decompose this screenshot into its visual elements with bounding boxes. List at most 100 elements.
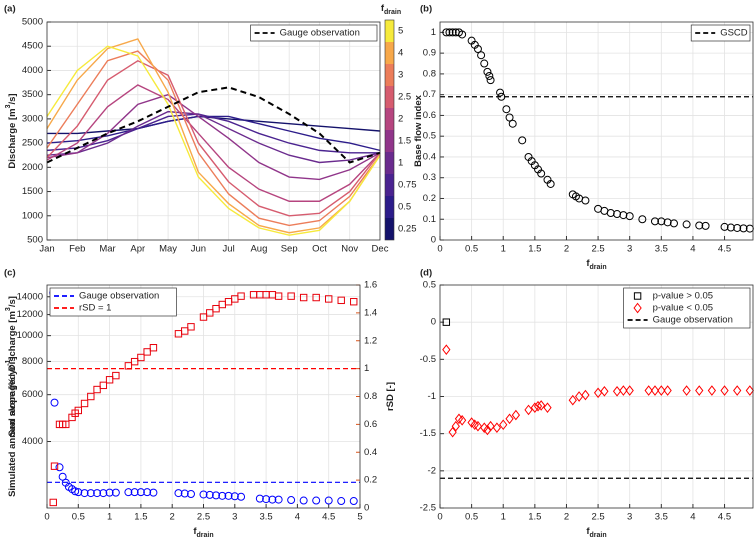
y-tick-label: 4000 (22, 65, 43, 76)
y-tick-label: 2500 (22, 138, 43, 149)
circle-marker (74, 488, 83, 497)
circle-marker (337, 497, 346, 506)
square-marker (149, 344, 158, 352)
x-tick-label: 3.5 (655, 244, 668, 255)
circle-marker (136, 488, 145, 497)
x-tick-label: Oct (312, 244, 327, 255)
y-tick-label: 0.5 (423, 131, 436, 142)
y2-tick-label: 1.4 (364, 307, 377, 318)
circle-marker (180, 489, 189, 498)
square-marker (49, 498, 57, 507)
colorbar-swatch (385, 108, 394, 130)
circle-marker (650, 217, 659, 226)
circle-marker (312, 496, 321, 505)
circle-marker (50, 398, 59, 407)
y2-tick-label: 1.2 (364, 335, 377, 346)
legend-box (690, 24, 751, 42)
diamond-marker (499, 419, 508, 431)
diamond-marker (448, 426, 457, 438)
x-tick-label: 2.5 (591, 244, 604, 255)
circle-marker (268, 495, 277, 504)
x-tick-label: Aug (250, 244, 267, 255)
colorbar-label: 0.75 (398, 180, 417, 191)
square-marker (350, 298, 358, 306)
x-tick-label: Sep (281, 244, 298, 255)
square-marker (212, 304, 220, 313)
y-axis-label-part: /s] (7, 93, 18, 104)
diamond-marker (568, 394, 577, 406)
diamond-marker (473, 420, 483, 432)
y-axis-label: Simulated annual averaged Discharge [m3/… (5, 296, 18, 497)
x-axis-label-part: drain (590, 264, 607, 271)
panel-label: (a) (4, 4, 16, 15)
circle-marker (58, 472, 67, 481)
y2-tick-label: 0.2 (364, 475, 377, 486)
legend-label: Gauge observation (79, 291, 159, 302)
circle-marker (682, 220, 691, 229)
y-tick-label: 14000 (17, 291, 43, 302)
square-marker (187, 323, 195, 331)
y-tick-label: 4500 (22, 41, 43, 52)
y2-tick-label: 0.8 (364, 391, 377, 402)
diamond-marker (457, 414, 467, 426)
x-tick-label: 0 (44, 512, 49, 523)
circle-marker (224, 491, 233, 500)
series-line (46, 110, 381, 164)
colorbar-swatch (385, 218, 394, 240)
x-tick-label: 2 (564, 512, 569, 523)
circle-marker (518, 136, 527, 145)
square-marker (274, 292, 283, 300)
circle-marker (546, 179, 555, 188)
square-marker (299, 293, 308, 302)
x-tick-label: 0.5 (465, 244, 478, 255)
panel-label: (d) (420, 268, 432, 279)
diamond-marker (524, 404, 533, 416)
legend-label: Gauge observation (653, 315, 733, 326)
y-tick-label: -2.5 (420, 503, 436, 514)
diamond-marker (720, 385, 729, 396)
diamond-marker (657, 385, 666, 396)
y-tick-label: 10000 (17, 330, 43, 341)
square-marker (181, 327, 189, 335)
circle-marker (448, 28, 457, 37)
circle-marker (537, 169, 546, 178)
x-tick-label: 0.5 (465, 512, 478, 523)
x-axis-label-part: f (193, 526, 197, 537)
colorbar-title-part: drain (384, 9, 401, 16)
y-axis-label-part: ] (7, 356, 18, 359)
x-tick-label: 4.5 (718, 512, 731, 523)
circle-marker (477, 51, 486, 60)
circle-marker (638, 215, 647, 224)
y-axis-label-part: 3 (5, 104, 12, 108)
colorbar-frame (384, 19, 395, 241)
square-marker (199, 313, 208, 321)
y-tick-label: -1.5 (420, 428, 436, 439)
circle-marker (287, 496, 296, 505)
panel-label: (c) (4, 268, 16, 279)
diamond-marker (451, 420, 460, 432)
colorbar-swatch (385, 64, 394, 86)
circle-marker (130, 488, 139, 497)
circle-marker (105, 488, 114, 497)
x-axis-label: fdrain (586, 526, 606, 539)
y-tick-label: 0.8 (423, 68, 436, 79)
colorbar-swatch (385, 196, 394, 218)
x-tick-label: 1.5 (528, 512, 541, 523)
diamond-marker (650, 385, 660, 396)
diamond-marker (619, 385, 628, 396)
reference-line (46, 86, 381, 164)
plot-frame (439, 21, 754, 241)
x-tick-label: 0.5 (72, 512, 85, 523)
circle-marker (502, 105, 511, 114)
circle-marker (480, 59, 489, 68)
circle-marker (458, 30, 467, 39)
plot-frame (46, 21, 381, 241)
circle-marker (80, 489, 89, 498)
x-tick-label: 1 (501, 512, 506, 523)
legend-box (623, 287, 751, 329)
diamond-marker (612, 385, 622, 397)
legend-label: p-value < 0.05 (653, 303, 713, 314)
circle-marker (473, 44, 482, 53)
circle-marker (701, 221, 710, 230)
circle-marker (349, 497, 358, 506)
